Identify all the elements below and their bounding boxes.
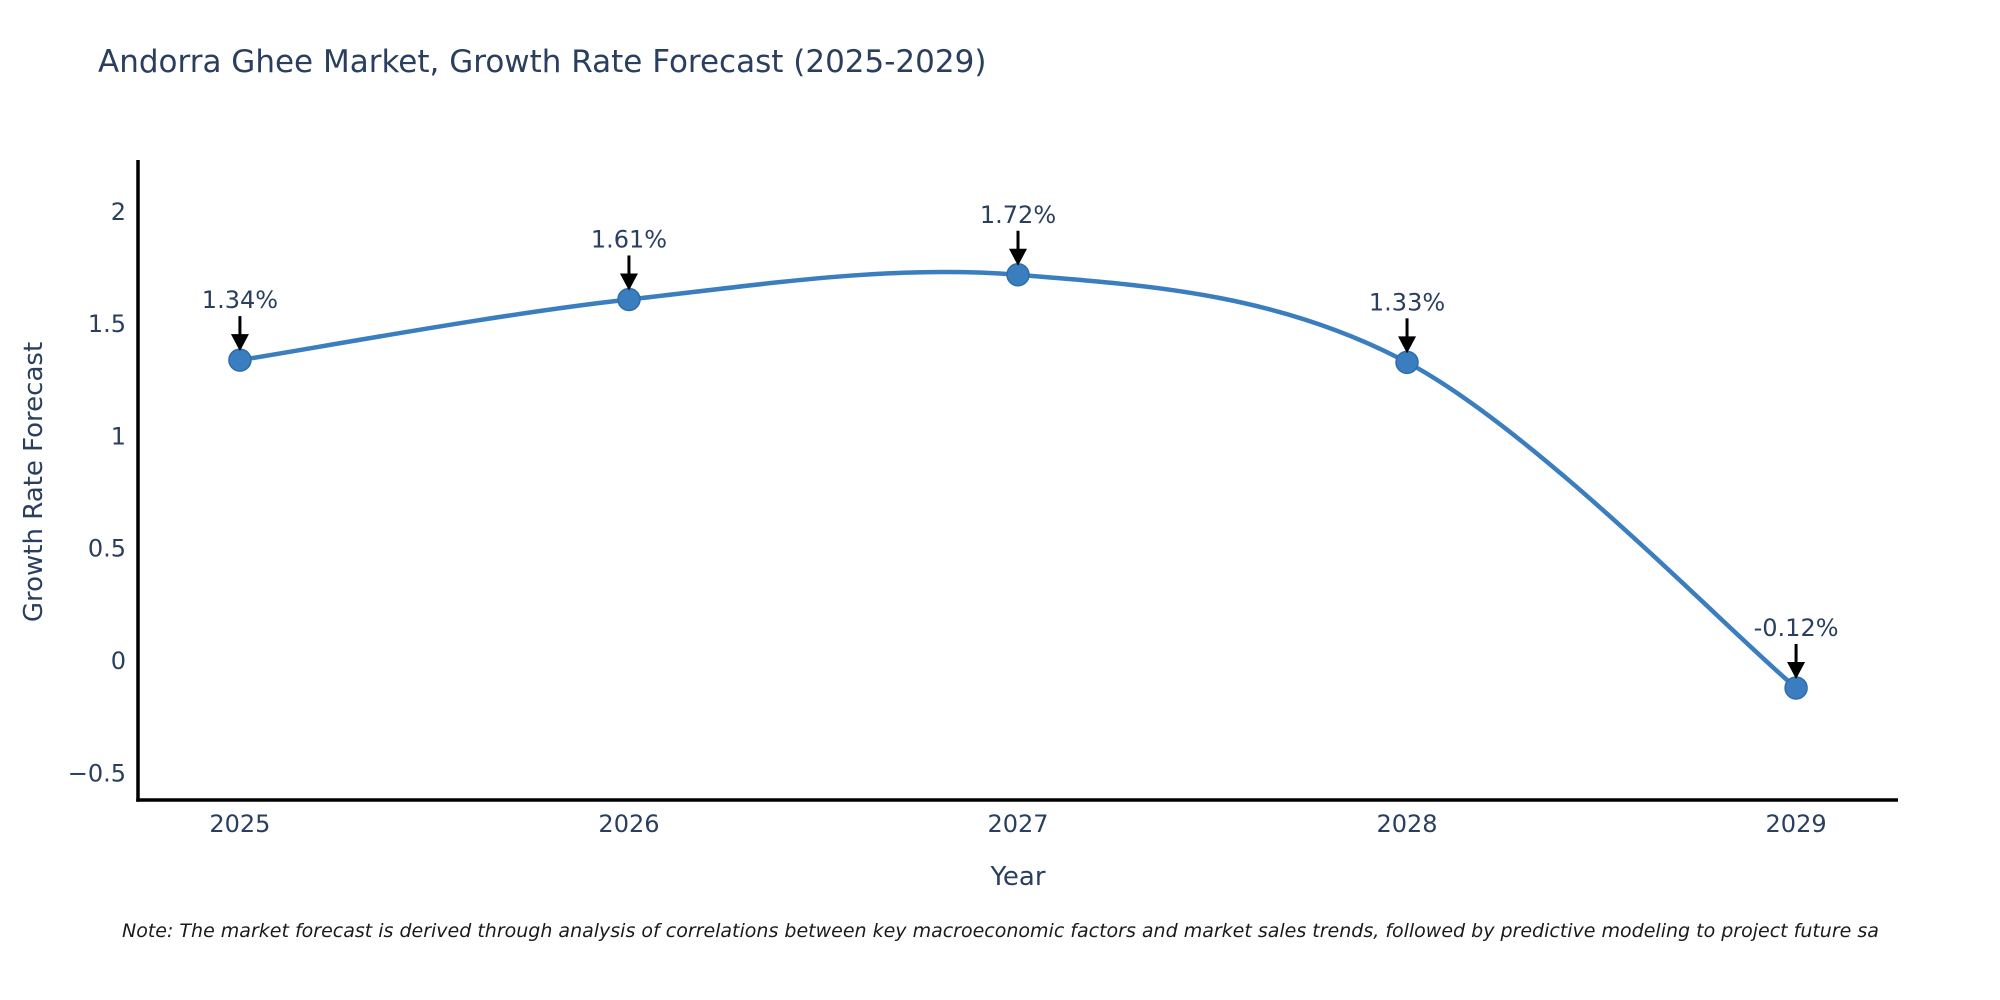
y-axis-title: Growth Rate Forecast	[19, 341, 49, 623]
annotation-label: 1.34%	[202, 286, 278, 314]
chart-title: Andorra Ghee Market, Growth Rate Forecas…	[98, 44, 987, 80]
x-tick-label: 2029	[1766, 810, 1827, 838]
x-tick-label: 2027	[987, 810, 1048, 838]
data-point-marker	[228, 348, 252, 372]
series-line	[237, 269, 1799, 691]
y-tick-label: 2	[111, 198, 126, 226]
annotation-label: 1.33%	[1369, 288, 1445, 316]
x-tick-label: 2025	[209, 810, 270, 838]
y-tick-label: 0	[111, 647, 126, 675]
footnote: Note: The market forecast is derived thr…	[122, 920, 1879, 942]
x-tick-label: 2028	[1376, 810, 1437, 838]
y-tick-label: 0.5	[88, 535, 126, 563]
data-point-marker	[1784, 676, 1808, 700]
annotation-arrow-head	[1398, 336, 1417, 354]
data-point-marker	[1395, 350, 1419, 375]
annotation-label: 1.61%	[591, 225, 667, 253]
data-point-marker	[617, 287, 641, 312]
annotation-label: -0.12%	[1754, 614, 1839, 642]
annotation-arrow-head	[230, 334, 249, 352]
y-tick-label: −0.5	[68, 759, 126, 787]
y-tick-label: 1.5	[88, 310, 126, 338]
annotation-arrow-head	[1787, 661, 1806, 679]
x-axis-title: Year	[990, 862, 1046, 892]
data-point-marker	[1006, 263, 1030, 287]
x-tick-label: 2026	[598, 810, 659, 838]
annotation-arrow-head	[1009, 248, 1027, 266]
annotation-arrow-head	[619, 273, 638, 291]
annotation-label: 1.72%	[980, 201, 1056, 229]
y-tick-label: 1	[111, 422, 126, 450]
